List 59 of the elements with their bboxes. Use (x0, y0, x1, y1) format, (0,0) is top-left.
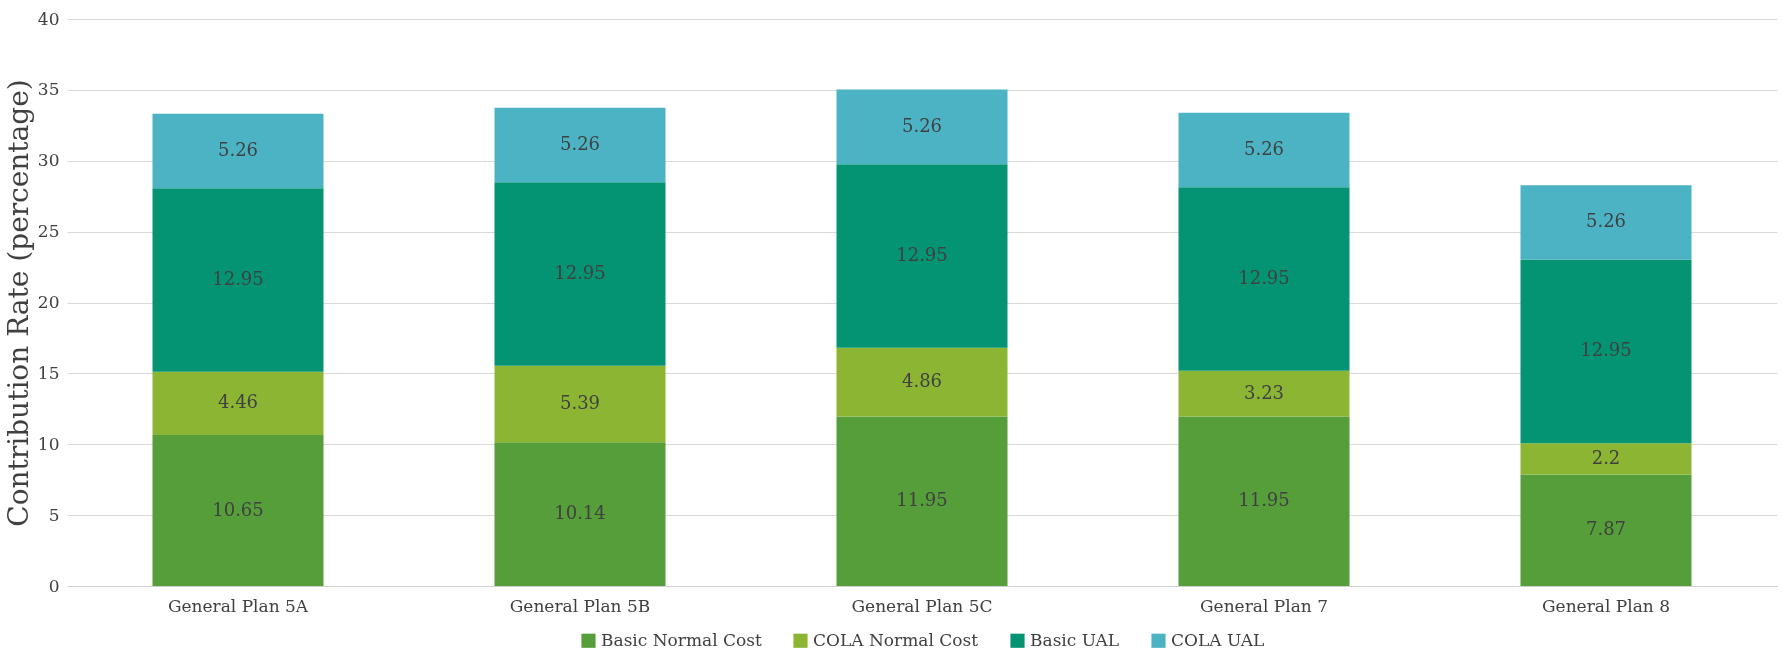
bar (1178, 416, 1350, 586)
x-tick-label: General Plan 5A (167, 595, 309, 616)
legend-label: Basic Normal Cost (601, 629, 763, 650)
data-label: 7.87 (1585, 518, 1627, 540)
data-label: 12.95 (896, 243, 948, 265)
y-tick-label: 40 (37, 8, 60, 29)
data-label: 5.39 (559, 392, 601, 414)
bar (836, 347, 1008, 417)
y-tick-label: 10 (37, 433, 60, 454)
bar (1178, 187, 1350, 371)
y-tick-label: 30 (37, 150, 60, 171)
bar (152, 435, 324, 586)
data-label: 4.46 (217, 391, 259, 413)
y-axis-title: Contribution Rate (percentage) (1, 79, 35, 527)
data-label: 5.26 (1243, 137, 1285, 159)
data-label: 5.26 (217, 138, 259, 160)
legend-label: COLA UAL (1171, 629, 1265, 650)
y-tick-label: 35 (37, 79, 60, 100)
y-tick-label: 25 (37, 221, 60, 242)
x-tick-label: General Plan 5B (509, 595, 651, 616)
data-label: 12.95 (554, 262, 606, 284)
data-label: 12.95 (212, 268, 264, 290)
bar (1178, 112, 1350, 188)
bar (494, 182, 666, 366)
bar (494, 107, 666, 183)
bar (152, 188, 324, 372)
data-label: 11.95 (1238, 489, 1290, 511)
data-label: 12.95 (1238, 267, 1290, 289)
bar (836, 89, 1008, 165)
y-tick-label: 15 (37, 362, 60, 383)
bar (836, 416, 1008, 586)
bar (152, 113, 324, 189)
y-tick-label: 5 (48, 504, 60, 525)
legend-label: COLA Normal Cost (813, 629, 979, 650)
bar (152, 371, 324, 436)
bar (494, 365, 666, 443)
bar (1520, 185, 1692, 260)
bar (1520, 474, 1692, 586)
data-label: 4.86 (901, 370, 943, 392)
data-label: 12.95 (1580, 339, 1632, 361)
data-label: 3.23 (1243, 381, 1285, 403)
legend-label: Basic UAL (1030, 629, 1120, 650)
data-label: 5.26 (559, 133, 601, 155)
x-tick-label: General Plan 8 (1542, 595, 1670, 616)
bar (1178, 370, 1350, 417)
data-label: 5.26 (901, 114, 943, 136)
data-label: 5.26 (1585, 210, 1627, 232)
bar (836, 164, 1008, 348)
bar (1520, 443, 1692, 475)
x-tick-label: General Plan 5C (851, 595, 993, 616)
bar (494, 442, 666, 586)
x-tick-label: General Plan 7 (1200, 595, 1328, 616)
data-label: 2.2 (1591, 446, 1621, 468)
y-tick-label: 0 (48, 575, 60, 596)
y-tick-label: 20 (37, 292, 60, 312)
data-label: 11.95 (896, 489, 948, 511)
bar (1520, 259, 1692, 444)
data-label: 10.65 (212, 498, 264, 520)
data-label: 10.14 (554, 502, 606, 524)
